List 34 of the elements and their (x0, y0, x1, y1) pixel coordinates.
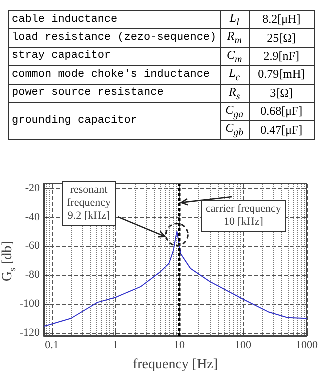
annotation: resonant frequency 9.2 [kHz] (62, 181, 116, 226)
y-tick-label: -80 (25, 269, 40, 282)
text: 3[Ω] (249, 84, 314, 102)
y-tick-label: -120 (20, 327, 40, 340)
text: R$_{s}$ (220, 84, 250, 102)
text: stray capacitor (8, 47, 220, 66)
x-tick-label: 1 (112, 340, 118, 352)
text: C$_{gb}$ (220, 120, 250, 140)
text: 0.47[μF] (249, 120, 314, 140)
text: L$_{l}$ (220, 10, 250, 29)
ref-line-label: carrier frequency 10 [kHz] (201, 200, 286, 232)
x-tick-label: 1000 (296, 340, 318, 352)
text: load resistance (zezo-sequence) (8, 28, 220, 48)
text: 0.79[mH] (249, 66, 314, 84)
text: common mode choke's inductance (8, 66, 220, 84)
text: cable inductance (8, 10, 220, 29)
text: L$_{c}$ (220, 66, 250, 84)
text: 8.2[μH] (249, 10, 314, 29)
text: R$_{m}$ (220, 28, 250, 48)
text: 25[Ω] (249, 28, 314, 48)
text: C$_{m}$ (220, 47, 250, 66)
x-tick-label: 100 (234, 340, 252, 352)
y-tick-label: -100 (20, 298, 40, 310)
x-tick-label: 10 (174, 340, 186, 352)
y-tick-label: -40 (25, 211, 40, 224)
text: 0.68[μF] (249, 102, 314, 121)
text: power source resistance (8, 84, 220, 102)
y-tick-label: -20 (25, 182, 40, 194)
x-axis-title: frequency [Hz] (132, 358, 218, 372)
x-tick-label: 0.1 (45, 340, 59, 352)
text: C$_{ga}$ (220, 102, 250, 121)
y-tick-label: -60 (25, 240, 40, 252)
text: 2.9[nF] (249, 47, 314, 66)
text: grounding capacitor (8, 102, 220, 140)
